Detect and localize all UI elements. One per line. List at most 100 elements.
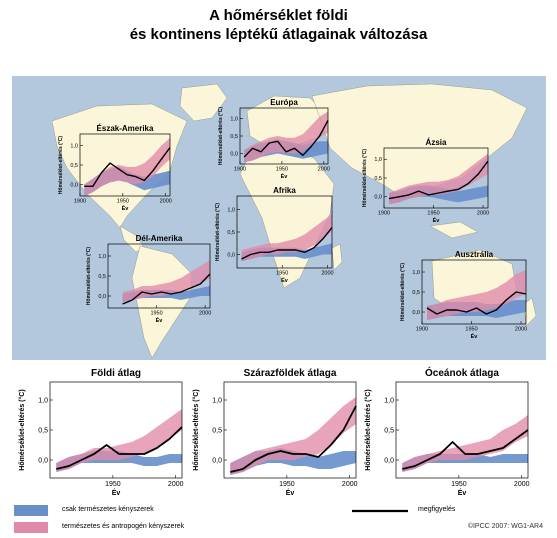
y-tick-label: 0,5	[384, 427, 394, 434]
y-tick-label: 0,5	[212, 427, 222, 434]
chart-3: 1,0 0,5 0,0 1950 2000 Év Hőmérséklet-eltérés (…	[215, 186, 334, 284]
chart-5: 1,0 0,5 0,0 1900 1950 2000 Év Hőmérséklet-eltér…	[400, 250, 527, 340]
x-tick-label: 2000	[515, 327, 527, 333]
land-indonesia	[429, 221, 479, 239]
chart-4: 1,0 0,5 0,0 1950 2000 Év Hőmérséklet-eltérés (…	[86, 234, 211, 324]
y-tick-label: 0,0	[38, 457, 48, 464]
title-line-2: és kontinens léptékű átlagainak változás…	[129, 26, 428, 43]
chart-title: Ausztrália	[455, 250, 494, 259]
y-tick-label: 0,0	[374, 195, 382, 201]
y-tick-label: 0,5	[38, 427, 48, 434]
y-axis-label: Hőmérséklet-eltérés (°C)	[192, 389, 200, 470]
anthro-band	[122, 260, 210, 302]
chart-title: Szárazföldek átlaga	[244, 368, 337, 379]
observed-line	[84, 147, 171, 187]
x-tick-label: 1950	[451, 481, 467, 488]
x-tick-label: 1950	[276, 167, 288, 173]
y-tick-label: 0,0	[230, 151, 238, 157]
anthro-band	[427, 270, 526, 320]
x-tick-label: 2000	[168, 481, 184, 488]
x-tick-label: 1900	[234, 167, 246, 173]
y-tick-label: 1,0	[230, 116, 238, 122]
y-tick-label: 1,0	[374, 157, 382, 163]
x-tick-label: 2000	[199, 311, 211, 317]
chart-0: 1,0 0,5 0,0 1900 1950 2000 Év Hőmérséklet-eltér…	[58, 124, 172, 212]
x-tick-label: 1950	[427, 211, 439, 217]
x-axis-label: Év	[433, 216, 441, 224]
legend-observed-line	[352, 509, 408, 513]
x-tick-label: 2000	[514, 481, 530, 488]
y-tick-label: 1,0	[98, 254, 106, 260]
y-tick-label: 1,0	[384, 397, 394, 404]
x-tick-label: 1900	[74, 199, 86, 205]
chart-title: Dél-Amerika	[136, 234, 183, 243]
y-axis-label: Hőmérséklet-eltérés (°C)	[215, 203, 221, 261]
y-tick-label: 1,0	[212, 397, 222, 404]
x-axis-label: Év	[281, 276, 289, 284]
observed-line	[122, 273, 211, 305]
observed-line	[230, 405, 357, 473]
y-tick-label: 1,0	[227, 207, 235, 213]
y-tick-label: 1,0	[412, 270, 420, 276]
legend-anthropogenic-swatch	[14, 522, 48, 533]
observed-line	[388, 160, 489, 200]
x-axis-label: Év	[156, 316, 164, 324]
chart-title: Afrika	[273, 186, 296, 195]
legend-anthropogenic-label: természetes és antropogén kényszerek	[62, 523, 185, 530]
y-axis-label: Hőmérséklet-eltérés (°C)	[362, 149, 368, 207]
observed-line	[56, 426, 183, 470]
x-tick-label: 1900	[416, 327, 428, 333]
y-tick-label: 1,0	[38, 397, 48, 404]
y-axis-label: Hőmérséklet-eltérés (°C)	[86, 247, 92, 305]
x-tick-label: 1950	[465, 327, 477, 333]
chart-6: 1,0 0,5 0,0 1950 2000 Év Hőmérséklet-eltérés (…	[18, 368, 184, 497]
x-tick-label: 1950	[150, 311, 162, 317]
x-axis-label: Év	[286, 488, 295, 497]
chart-title: Földi átlag	[91, 368, 141, 379]
x-axis-label: Év	[122, 204, 130, 212]
y-tick-label: 0,5	[98, 274, 106, 280]
observed-line	[241, 227, 333, 260]
land-madagascar	[331, 243, 343, 271]
x-tick-label: 2000	[477, 211, 489, 217]
y-tick-label: 0,0	[98, 294, 106, 300]
chart-1: 1,0 0,5 0,0 1900 1950 2000 Év Hőmérséklet-eltér…	[218, 98, 330, 180]
x-tick-label: 2000	[318, 167, 330, 173]
x-tick-label: 2000	[160, 199, 172, 205]
chart-title: Óceánok átlaga	[425, 366, 499, 379]
x-tick-label: 1950	[279, 481, 295, 488]
chart-8: 1,0 0,5 0,0 1950 2000 Év Hőmérséklet-eltérés (…	[364, 366, 530, 497]
x-tick-label: 1950	[276, 271, 288, 277]
world-map: 1,0 0,5 0,0 1900 1950 2000 Év Hőmérséklet-eltér…	[51, 83, 537, 359]
x-tick-label: 1950	[105, 481, 121, 488]
x-axis-label: Év	[281, 172, 289, 180]
title-line-1: A hőmérséklet földi	[209, 7, 348, 24]
land-new-zealand	[523, 297, 537, 327]
anthro-band	[241, 214, 332, 262]
world-map-panel: 1,0 0,5 0,0 1900 1950 2000 Év Hőmérséklet-eltér…	[12, 76, 546, 360]
x-tick-label: 2000	[321, 271, 333, 277]
land-south-america	[131, 245, 193, 359]
chart-title: Európa	[270, 98, 298, 107]
x-tick-label: 1900	[378, 211, 390, 217]
y-tick-label: 0,0	[384, 457, 394, 464]
chart-title: Észak-Amerika	[97, 124, 154, 133]
legend-observed-label: megfigyelés	[418, 506, 456, 513]
y-tick-label: 1,0	[70, 144, 78, 150]
y-tick-label: 0,5	[374, 176, 382, 182]
x-tick-label: 1950	[117, 199, 129, 205]
y-tick-label: 0,0	[212, 457, 222, 464]
y-axis-label: Hőmérséklet-eltérés (°C)	[218, 107, 224, 165]
y-axis-label: Hőmérséklet-eltérés (°C)	[364, 389, 372, 470]
legend-natural-swatch	[14, 505, 48, 516]
y-tick-label: 0,5	[70, 163, 78, 169]
anthro-band	[389, 153, 488, 205]
chart-2: 1,0 0,5 0,0 1900 1950 2000 Év Hőmérséklet-eltér…	[362, 138, 489, 224]
copyright-credit: ©IPCC 2007: WG1-AR4	[467, 523, 543, 530]
global-charts: 1,0 0,5 0,0 1950 2000 Év Hőmérséklet-eltérés (…	[18, 366, 530, 497]
regional-charts: 1,0 0,5 0,0 1900 1950 2000 Év Hőmérséklet-eltér…	[58, 98, 527, 340]
y-tick-label: 0,5	[227, 230, 235, 236]
x-axis-label: Év	[112, 488, 121, 497]
observed-line	[426, 291, 527, 315]
observed-line	[243, 119, 329, 158]
